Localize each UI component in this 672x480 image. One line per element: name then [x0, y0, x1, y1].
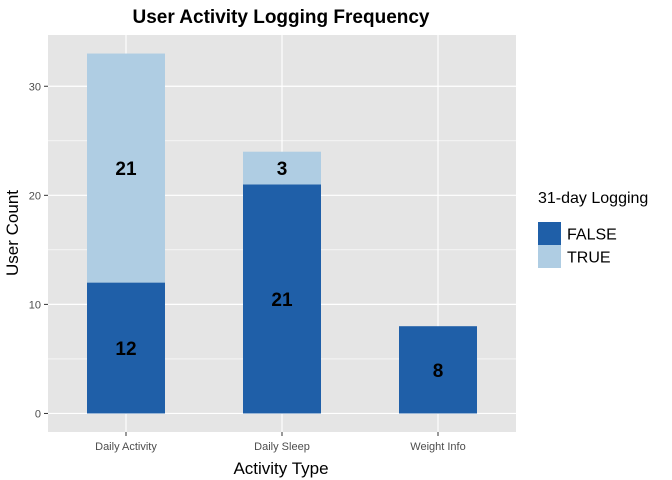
x-tick-label: Weight Info	[410, 441, 465, 453]
bar-true-daily-activity	[87, 53, 165, 283]
bar-label: 8	[433, 361, 444, 382]
bar-label: 3	[277, 159, 288, 180]
y-tick-label: 20	[29, 190, 41, 202]
bar-label: 21	[271, 290, 293, 311]
legend-label-true: TRUE	[567, 250, 611, 267]
legend-key-false	[538, 222, 561, 245]
bar-false-daily-activity	[87, 282, 165, 414]
bars	[87, 53, 477, 414]
bar-false-daily-sleep	[243, 184, 321, 414]
legend: 31-day Logging FALSE TRUE	[538, 190, 648, 268]
x-tick-label: Daily Sleep	[254, 441, 310, 453]
x-axis-title: Activity Type	[233, 459, 328, 478]
bar-label: 21	[115, 159, 137, 180]
legend-label-false: FALSE	[567, 227, 617, 244]
y-axis-ticks: 0 10 20 30	[29, 81, 48, 420]
y-tick-label: 10	[29, 299, 41, 311]
y-tick-label: 30	[29, 81, 41, 93]
legend-title: 31-day Logging	[538, 190, 648, 207]
bar-false-weight-info	[399, 326, 477, 414]
chart-title: User Activity Logging Frequency	[132, 7, 429, 28]
bar-label: 12	[115, 339, 136, 360]
x-axis-ticks: Daily Activity Daily Sleep Weight Info	[95, 432, 466, 453]
bar-true-daily-sleep	[243, 151, 321, 185]
y-axis-title: User Count	[3, 190, 22, 276]
bar-labels: 12 21 21 3 8	[115, 159, 443, 382]
x-tick-label: Daily Activity	[95, 441, 157, 453]
y-tick-label: 0	[35, 408, 41, 420]
legend-key-true	[538, 245, 561, 268]
